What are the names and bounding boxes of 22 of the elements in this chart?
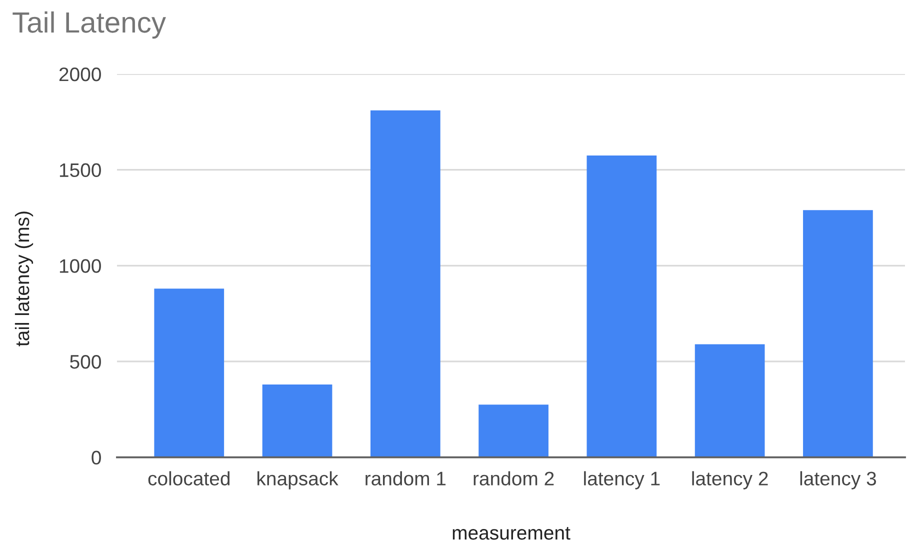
y-axis-title: tail latency (ms)	[14, 212, 34, 346]
bar	[478, 404, 548, 458]
x-tick-label: latency 3	[800, 471, 876, 490]
x-tick-label: random 1	[366, 471, 446, 486]
bar	[586, 155, 657, 458]
x-tick-label: random 2	[474, 471, 554, 486]
x-tick-label: colocated	[148, 471, 230, 486]
y-tick-label: 1000	[60, 259, 101, 273]
bar	[694, 344, 765, 458]
y-tick-label: 2000	[59, 67, 101, 82]
bar	[803, 210, 873, 458]
bar	[154, 288, 224, 458]
y-tick-label: 0	[92, 450, 101, 465]
x-tick-label: latency 1	[584, 471, 660, 490]
x-axis-title: measurement	[452, 526, 570, 540]
y-tick-label: 500	[70, 354, 101, 369]
y-tick-label: 1500	[60, 163, 101, 178]
x-tick-label: latency 2	[692, 471, 768, 490]
bar	[370, 110, 440, 458]
bar	[262, 384, 332, 458]
chart-title: Tail Latency	[12, 11, 166, 39]
x-tick-label: knapsack	[258, 471, 338, 490]
